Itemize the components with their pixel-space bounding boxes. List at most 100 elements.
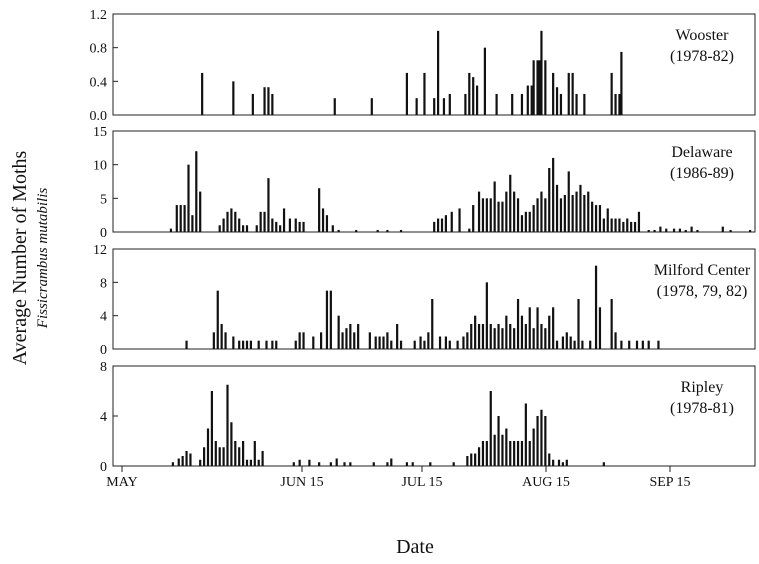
- bar: [390, 340, 393, 349]
- bar: [501, 434, 504, 466]
- bar: [665, 228, 668, 232]
- bar: [271, 93, 274, 115]
- bar: [203, 447, 206, 466]
- y-tick-label: 0.8: [90, 42, 108, 57]
- bar: [257, 459, 260, 466]
- bar: [552, 307, 555, 349]
- bar: [183, 205, 186, 232]
- bar: [267, 87, 270, 115]
- bar: [497, 324, 500, 349]
- bar: [571, 194, 574, 232]
- bar: [218, 225, 221, 232]
- bar: [516, 299, 520, 349]
- bar: [419, 336, 422, 349]
- panel-3: 0 4 8 12 Milford Center (1978, 79, 82): [93, 243, 756, 358]
- bar: [528, 441, 531, 466]
- bar: [493, 328, 496, 349]
- bar: [729, 229, 732, 232]
- bar: [386, 229, 389, 232]
- bar: [466, 332, 469, 349]
- bar: [559, 198, 563, 232]
- bar: [214, 441, 217, 466]
- bar: [212, 332, 215, 349]
- bar: [520, 215, 524, 232]
- panel-subtitle: (1978-82): [670, 48, 734, 65]
- bar: [633, 221, 637, 232]
- bar: [587, 191, 590, 232]
- bar: [431, 299, 434, 349]
- bar: [185, 340, 188, 349]
- bar: [532, 205, 535, 232]
- bar: [357, 324, 360, 349]
- bar: [635, 340, 639, 349]
- bar: [390, 458, 393, 466]
- bar: [411, 462, 414, 466]
- bar: [442, 98, 446, 115]
- bar: [337, 229, 340, 232]
- bar: [528, 307, 531, 349]
- bar: [749, 229, 752, 232]
- bar: [513, 328, 516, 349]
- bar: [242, 441, 245, 466]
- panel-4: 0 4 8 Ripley (1978-81): [100, 360, 756, 475]
- bar: [464, 93, 467, 115]
- bar: [489, 391, 492, 466]
- bar: [532, 428, 535, 466]
- bar: [206, 428, 210, 466]
- y-tick-label: 0: [100, 460, 107, 475]
- bar: [255, 225, 258, 232]
- bar: [538, 60, 541, 115]
- bar: [185, 451, 188, 466]
- bar: [657, 340, 660, 349]
- bar: [376, 229, 379, 232]
- bar: [218, 447, 221, 466]
- bar: [179, 205, 182, 232]
- bar: [433, 221, 436, 232]
- bar: [275, 340, 278, 349]
- bar: [555, 87, 559, 115]
- bar: [331, 225, 334, 232]
- bar: [598, 205, 602, 232]
- bar: [271, 340, 274, 349]
- y-tick-label: 5: [100, 192, 107, 207]
- y-tick-label: 15: [93, 125, 107, 140]
- bar: [222, 447, 225, 466]
- bar: [548, 168, 551, 232]
- bar: [470, 324, 473, 349]
- bar: [536, 416, 539, 466]
- bar: [696, 229, 699, 232]
- bar: [647, 229, 650, 232]
- bar: [456, 340, 459, 349]
- bar: [433, 98, 436, 115]
- bar: [659, 226, 662, 232]
- bar: [386, 462, 389, 466]
- bar: [622, 221, 625, 232]
- bar: [230, 422, 233, 466]
- bar: [405, 72, 408, 115]
- bar: [345, 328, 348, 349]
- bar: [509, 324, 512, 349]
- bar: [524, 324, 527, 349]
- y-tick-label: 8: [100, 276, 107, 291]
- bar: [653, 229, 656, 232]
- bar: [238, 218, 241, 232]
- bar: [477, 324, 481, 349]
- bar: [169, 228, 173, 232]
- bar: [598, 307, 602, 349]
- bar: [263, 87, 266, 115]
- y-tick-label: 4: [100, 410, 107, 425]
- bar: [678, 228, 681, 232]
- y-axis-label: Average Number of Moths: [9, 151, 31, 366]
- bar: [672, 228, 676, 232]
- bar: [177, 458, 180, 466]
- bar: [516, 198, 520, 232]
- bar: [565, 332, 568, 349]
- bar: [567, 171, 570, 232]
- bar: [573, 340, 576, 349]
- bar: [485, 198, 488, 232]
- bar: [201, 72, 204, 115]
- bar: [423, 72, 426, 115]
- bar: [318, 188, 321, 232]
- bar: [429, 462, 432, 466]
- bar: [249, 340, 252, 349]
